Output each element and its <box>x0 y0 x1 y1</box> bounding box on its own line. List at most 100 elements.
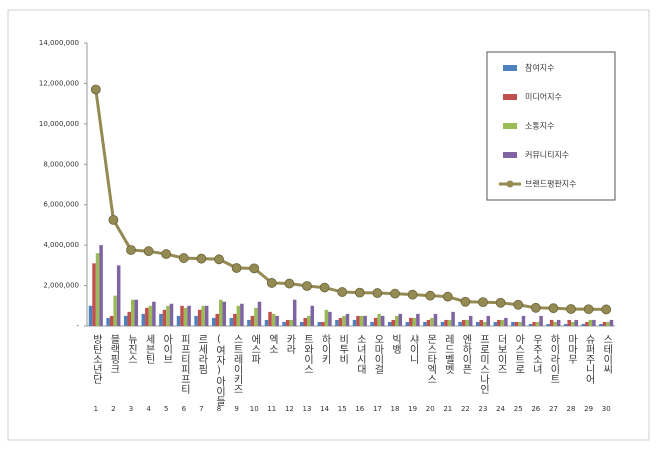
line-marker <box>284 278 295 289</box>
bar <box>391 319 395 326</box>
bar <box>518 321 522 326</box>
line-marker <box>319 282 330 293</box>
bar <box>219 299 223 326</box>
line-marker <box>601 304 612 315</box>
bar <box>599 323 603 326</box>
bar <box>159 313 163 326</box>
x-tick-label: 아이브 <box>161 334 173 364</box>
bar <box>285 319 290 326</box>
x-tick-label: 하이라이트 <box>548 333 560 384</box>
x-tick-label: 르세라핌 <box>196 334 208 374</box>
bar <box>310 305 315 326</box>
bar <box>211 317 216 326</box>
y-tick-label: - <box>76 322 79 330</box>
category-number: 25 <box>514 405 523 413</box>
legend-marker <box>506 180 514 188</box>
bar <box>324 309 329 326</box>
bar <box>380 315 385 326</box>
bar <box>215 313 219 326</box>
x-tick-label: 블랙핑크 <box>108 334 120 374</box>
category-number: 12 <box>285 405 294 413</box>
category-number: 19 <box>408 405 417 413</box>
bar <box>532 321 536 326</box>
y-tick-label: 6,000,000 <box>43 201 79 209</box>
bar <box>303 317 307 326</box>
line-marker <box>530 302 541 313</box>
legend-swatch <box>503 94 517 100</box>
category-number: 5 <box>164 405 168 413</box>
line-marker <box>178 253 189 263</box>
legend-label: 브랜드평판지수 <box>525 179 577 189</box>
x-tick-label: 마마무 <box>566 334 578 365</box>
line-marker <box>495 297 506 308</box>
bar <box>398 313 403 326</box>
category-number: 10 <box>250 405 259 413</box>
bar <box>307 315 311 326</box>
legend-label: 커뮤니티지수 <box>525 150 569 160</box>
bar <box>282 321 286 326</box>
bar <box>345 313 350 326</box>
bar <box>426 319 431 326</box>
bar <box>197 309 202 326</box>
y-tick-label: 10,000,000 <box>39 120 79 128</box>
x-tick-label: 에스파 <box>249 334 261 365</box>
bar <box>500 319 505 326</box>
bar <box>585 321 589 326</box>
bar <box>504 317 508 326</box>
bar <box>433 313 438 326</box>
line-marker <box>478 297 488 308</box>
bar <box>317 321 322 326</box>
bar <box>588 319 593 326</box>
line-marker <box>442 291 453 302</box>
line-marker <box>302 281 312 291</box>
x-tick-label: 비투비 <box>337 334 349 365</box>
bar <box>250 315 255 326</box>
bar <box>430 317 434 326</box>
line-marker <box>108 214 119 225</box>
bar <box>405 321 410 326</box>
bar <box>521 315 526 326</box>
x-tick-label: 피프티피프티 <box>178 334 190 395</box>
bar <box>321 321 325 326</box>
x-tick-label: 엔하이픈 <box>460 334 472 374</box>
bar <box>571 321 575 326</box>
bar <box>493 321 498 326</box>
x-tick-label: 뉴진스 <box>126 334 138 364</box>
bar <box>145 307 149 326</box>
category-number: 4 <box>146 405 151 413</box>
category-number: 23 <box>479 405 488 413</box>
category-number: 9 <box>234 405 238 413</box>
bar <box>289 319 293 326</box>
x-tick-label: 오마이걸 <box>372 334 384 374</box>
line-marker <box>90 84 101 95</box>
category-number: 2 <box>111 405 115 413</box>
bar <box>275 315 279 326</box>
bar <box>99 245 103 326</box>
x-tick-label: 소녀시대 <box>354 334 366 375</box>
bar <box>511 321 515 326</box>
category-number: 27 <box>549 405 558 413</box>
bar <box>201 305 205 326</box>
bar <box>127 311 131 326</box>
category-number: 22 <box>461 405 470 413</box>
bar <box>268 311 272 326</box>
line-marker <box>143 246 154 257</box>
bar <box>483 321 487 326</box>
category-number: 30 <box>602 405 611 413</box>
bar <box>395 315 399 326</box>
legend-label: 미디어지수 <box>525 92 562 102</box>
bar <box>92 263 96 326</box>
line-marker <box>583 304 594 315</box>
line-marker <box>407 289 418 300</box>
category-number: 1 <box>94 405 98 413</box>
line-marker <box>337 287 348 297</box>
category-number: 16 <box>355 405 364 413</box>
bar <box>116 265 121 326</box>
line-marker <box>460 296 471 307</box>
line-marker <box>372 288 383 298</box>
category-number: 21 <box>443 405 452 413</box>
category-number: 26 <box>531 405 540 413</box>
x-tick-label: 스테이씨 <box>601 334 613 374</box>
bar <box>204 305 209 326</box>
x-tick-label: 더보이즈 <box>495 334 507 374</box>
